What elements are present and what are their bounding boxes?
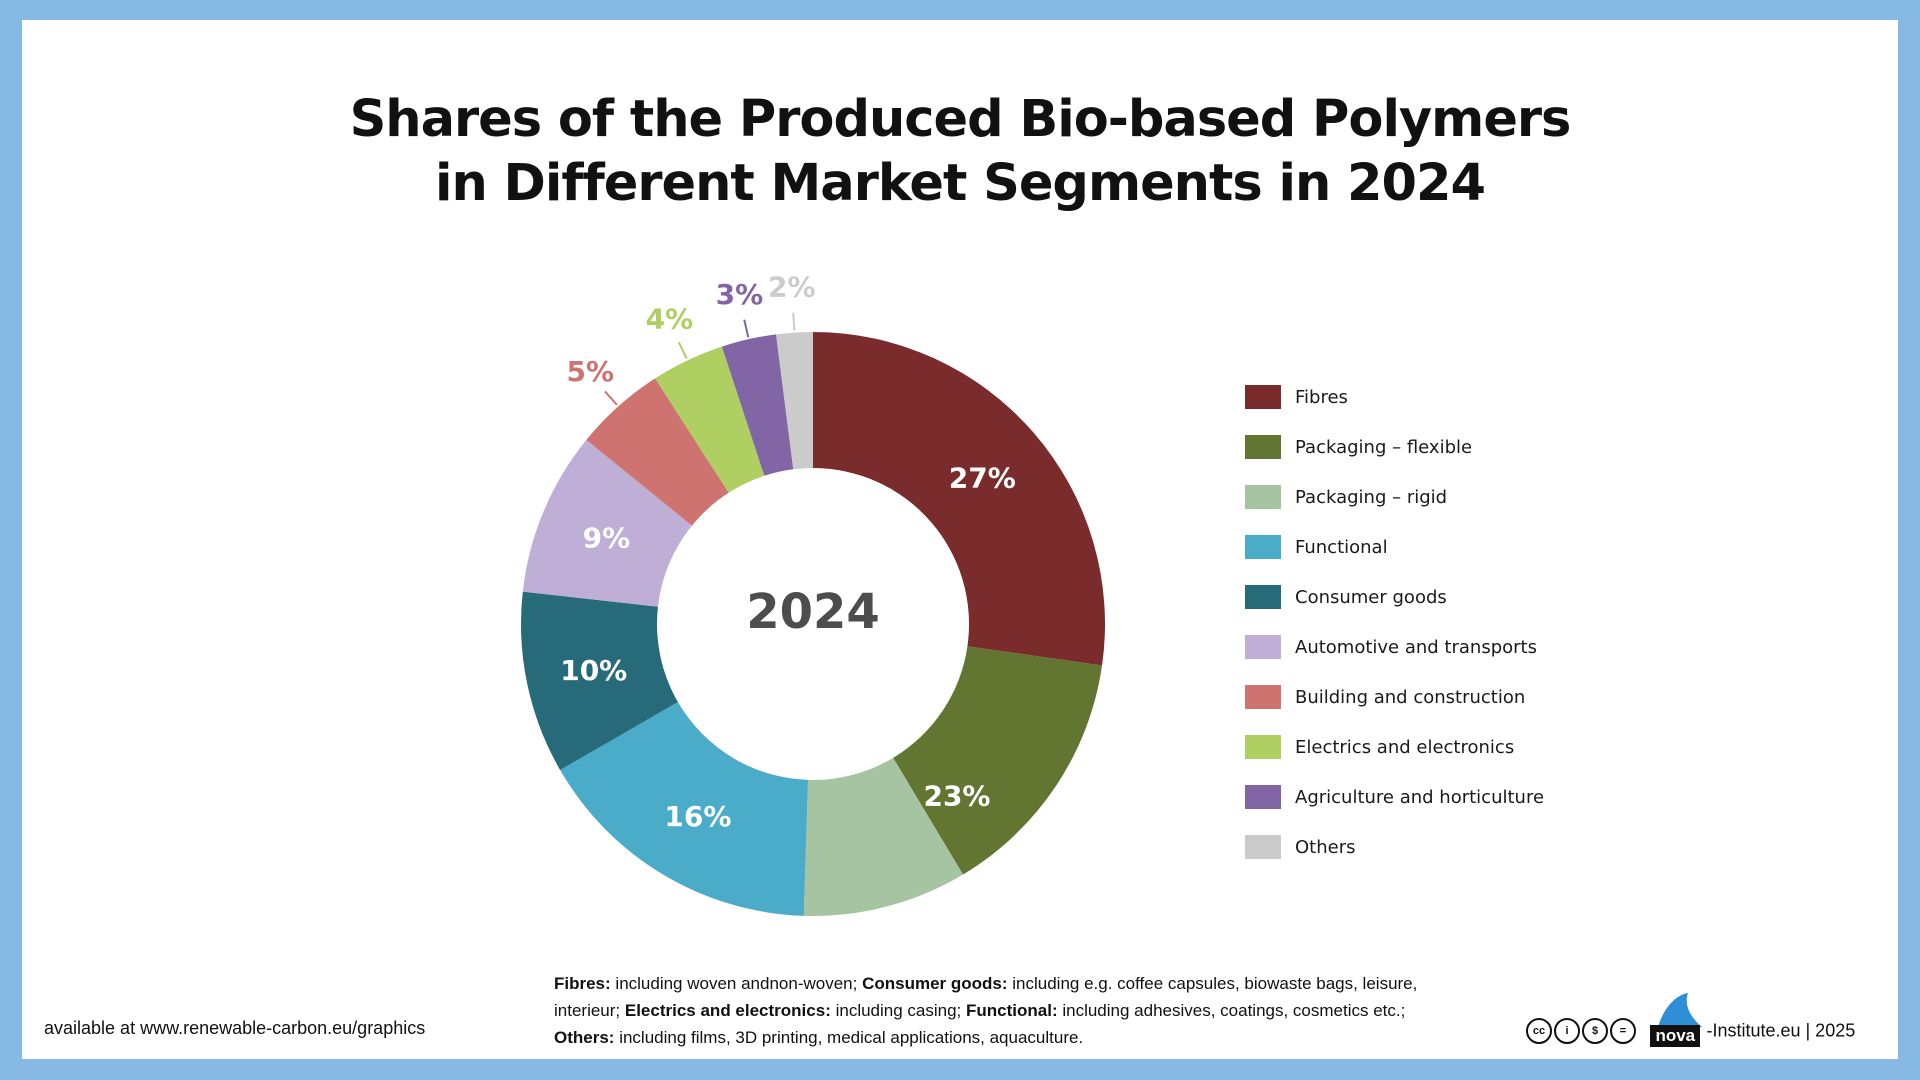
slice-packaging-rigid (803, 757, 963, 916)
data-label-packaging-flexible-packaging-rigid: 23% (923, 780, 990, 813)
data-label-agriculture-and-horticulture: 3% (716, 278, 764, 311)
nova-logo-text: nova (1650, 1025, 1701, 1047)
data-label-electrics-and-electronics: 4% (646, 302, 694, 335)
data-label-functional: 16% (664, 800, 731, 833)
others-term: Others: (554, 1028, 615, 1047)
data-label-others: 2% (768, 271, 816, 304)
slice-consumer-goods (521, 591, 678, 770)
chart-title: Shares of the Produced Bio-based Polymer… (0, 88, 1920, 216)
slice-automotive-and-transports (522, 439, 692, 607)
credit: cc i $ = nova -Institute.eu | 2025 (1526, 993, 1856, 1049)
legend-label: Automotive and transports (1295, 637, 1537, 658)
nova-wing-icon (1658, 993, 1703, 1027)
data-label-automotive-and-transports: 9% (583, 521, 631, 554)
legend-swatch (1245, 835, 1281, 859)
legend-label: Consumer goods (1295, 587, 1447, 608)
legend-label: Functional (1295, 537, 1388, 558)
legend-label: Building and construction (1295, 687, 1526, 708)
data-label-consumer-goods: 10% (560, 654, 627, 687)
legend-item-agriculture-and-horticulture: Agriculture and horticulture (1245, 782, 1605, 812)
credit-text: -Institute.eu | 2025 (1706, 1020, 1856, 1041)
legend-item-electrics-and-electronics: Electrics and electronics (1245, 732, 1605, 762)
legend-item-fibres: Fibres (1245, 382, 1605, 412)
electrics-term: Electrics and electronics: (624, 1001, 831, 1020)
legend-item-packaging-rigid: Packaging – rigid (1245, 482, 1605, 512)
slice-building-and-construction (586, 378, 729, 526)
leader-line-agriculture-and-horticulture (743, 319, 750, 338)
legend-swatch (1245, 685, 1281, 709)
data-label-building-and-construction: 5% (567, 355, 615, 388)
title-line-2: in Different Market Segments in 2024 (435, 154, 1486, 213)
data-label-fibres: 27% (949, 461, 1016, 494)
source-note: available at www.renewable-carbon.eu/gra… (44, 1018, 426, 1038)
footnote-line-1: Fibres: including woven andnon-woven; Co… (554, 970, 1514, 997)
footnote-line-2: interieur; Electrics and electronics: in… (554, 997, 1514, 1024)
slice-electrics-and-electronics (655, 346, 765, 493)
consumer-term: Consumer goods: (862, 974, 1008, 993)
others-text: including films, 3D printing, medical ap… (614, 1028, 1084, 1047)
legend-label: Packaging – rigid (1295, 487, 1448, 508)
legend-item-consumer-goods: Consumer goods (1245, 582, 1605, 612)
slice-functional (560, 702, 809, 916)
legend-label: Agriculture and horticulture (1295, 787, 1545, 808)
line2-start: interieur; (554, 1001, 625, 1020)
legend-label: Others (1295, 837, 1356, 858)
legend-label: Packaging – flexible (1295, 437, 1473, 458)
consumer-text: including e.g. coffee capsules, biowaste… (1007, 974, 1418, 993)
footnote: Fibres: including woven andnon-woven; Co… (554, 970, 1514, 1051)
legend-swatch (1245, 735, 1281, 759)
center-year-label: 2024 (746, 584, 880, 640)
legend-swatch (1245, 585, 1281, 609)
legend-swatch (1245, 385, 1281, 409)
electrics-text: including casing; (830, 1001, 966, 1020)
leader-line-electrics-and-electronics (678, 341, 688, 359)
functional-text: including adhesives, coatings, cosmetics… (1057, 1001, 1406, 1020)
by-attribution-icon: i (1554, 1018, 1580, 1044)
slice-others (776, 332, 813, 470)
legend-label: Electrics and electronics (1295, 737, 1515, 758)
legend-item-functional: Functional (1245, 532, 1605, 562)
noncommercial-icon: $ (1582, 1018, 1608, 1044)
legend-label: Fibres (1295, 387, 1348, 408)
title-line-1: Shares of the Produced Bio-based Polymer… (349, 90, 1572, 149)
slice-agriculture-and-horticulture (721, 334, 794, 476)
legend-swatch (1245, 635, 1281, 659)
no-derivatives-icon: = (1610, 1018, 1636, 1044)
slice-packaging-flexible (893, 646, 1103, 875)
legend-swatch (1245, 535, 1281, 559)
fibres-term: Fibres: (554, 974, 611, 993)
data-labels: 27% 23% 16% 10% 9% 5% 4% 3% 2% (560, 271, 1016, 834)
slice-fibres (813, 332, 1105, 666)
leader-line-building-and-construction (604, 390, 618, 406)
nova-logo: nova (1650, 993, 1706, 1047)
footnote-line-3: Others: including films, 3D printing, me… (554, 1024, 1514, 1051)
leader-line-others (792, 312, 796, 331)
legend-item-automotive-and-transports: Automotive and transports (1245, 632, 1605, 662)
legend-item-others: Others (1245, 832, 1605, 862)
legend-swatch (1245, 435, 1281, 459)
donut-slices (521, 332, 1105, 916)
legend-item-building-and-construction: Building and construction (1245, 682, 1605, 712)
functional-term: Functional: (966, 1001, 1058, 1020)
legend-swatch (1245, 485, 1281, 509)
leader-lines (604, 312, 796, 406)
cc-icon: cc (1526, 1018, 1552, 1044)
legend-item-packaging-flexible: Packaging – flexible (1245, 432, 1605, 462)
fibres-text: including woven andnon-woven; (610, 974, 863, 993)
legend-swatch (1245, 785, 1281, 809)
